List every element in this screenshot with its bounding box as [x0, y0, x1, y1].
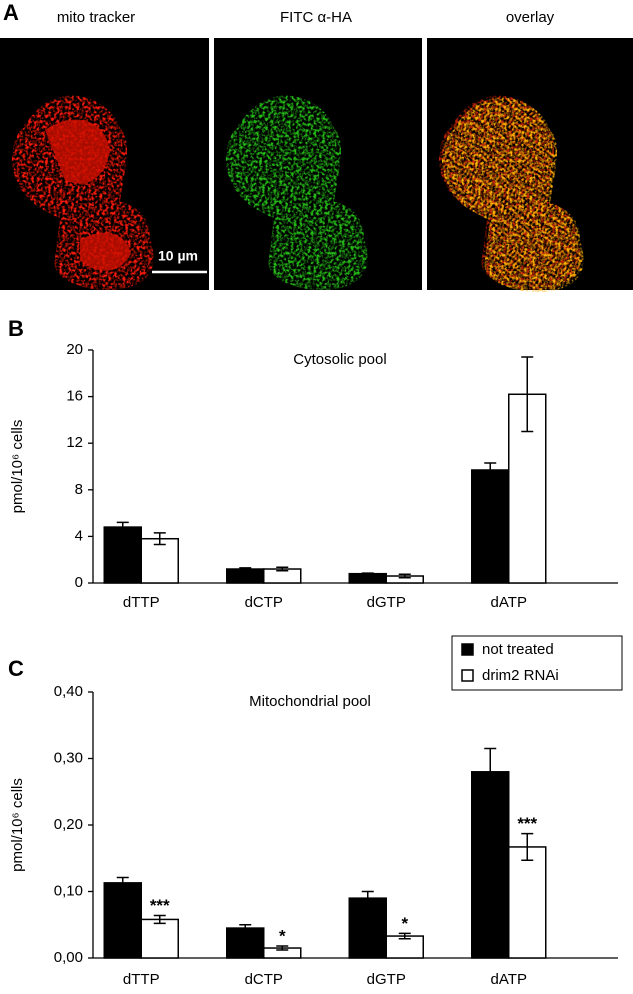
significance: *	[279, 927, 286, 946]
micrograph	[427, 38, 633, 292]
bar	[103, 882, 142, 959]
image-label: overlay	[506, 9, 555, 26]
legend-swatch	[461, 669, 474, 682]
y-tick-label: 12	[66, 434, 83, 451]
micrograph	[214, 38, 422, 290]
legend-swatch	[461, 643, 474, 656]
y-tick-label: 16	[66, 388, 83, 405]
error-bar	[116, 876, 129, 889]
y-tick-label: 0,20	[54, 816, 83, 833]
y-tick-label: 8	[75, 481, 83, 498]
error-bar	[398, 932, 411, 940]
bar	[471, 469, 510, 584]
bar	[226, 568, 265, 584]
error-bar	[484, 462, 497, 478]
x-tick-label: dGTP	[367, 971, 406, 988]
bar	[226, 927, 265, 959]
panel-label: C	[8, 656, 24, 681]
legend-label: drim2 RNAi	[482, 667, 559, 684]
x-tick-label: dCTP	[245, 971, 283, 988]
y-tick-label: 0,30	[54, 749, 83, 766]
bar	[140, 918, 179, 959]
y-tick-label: 0,00	[54, 949, 83, 966]
y-tick-label: 0,40	[54, 683, 83, 700]
error-bar	[276, 566, 289, 572]
bar	[471, 771, 510, 959]
error-bar	[521, 832, 534, 861]
error-bar	[116, 521, 129, 533]
error-bar	[239, 924, 252, 933]
y-tick-label: 20	[66, 341, 83, 358]
bar	[508, 846, 547, 959]
error-bar	[521, 356, 534, 433]
significance: ***	[150, 896, 170, 915]
y-tick-label: 0	[75, 574, 83, 591]
image-label: FITC α-HA	[280, 9, 352, 26]
panel-label: B	[8, 316, 24, 341]
error-bar	[484, 747, 497, 796]
error-bar	[239, 567, 252, 571]
chart-title: Cytosolic pool	[293, 351, 386, 368]
scale-bar-label: 10 µm	[158, 248, 198, 264]
micrograph: 10 µm	[0, 38, 209, 290]
bar	[348, 572, 387, 584]
error-bar	[153, 914, 166, 925]
y-axis-label: pmol/10⁶ cells	[9, 420, 26, 514]
y-axis-label: pmol/10⁶ cells	[9, 778, 26, 872]
significance: *	[401, 914, 408, 933]
error-bar	[398, 573, 411, 579]
bar	[103, 526, 142, 584]
error-bar	[153, 532, 166, 546]
x-tick-label: dCTP	[245, 594, 283, 611]
image-label: mito tracker	[57, 9, 135, 26]
error-bar	[276, 945, 289, 951]
x-tick-label: dTTP	[123, 594, 160, 611]
bar	[348, 897, 387, 959]
y-tick-label: 4	[75, 527, 83, 544]
error-bar	[361, 890, 374, 906]
x-tick-label: dATP	[491, 594, 527, 611]
x-tick-label: dATP	[491, 971, 527, 988]
bar	[140, 537, 179, 584]
bar	[508, 393, 547, 584]
error-bar	[361, 572, 374, 576]
x-tick-label: dGTP	[367, 594, 406, 611]
y-tick-label: 0,10	[54, 882, 83, 899]
legend-label: not treated	[482, 641, 554, 658]
significance: ***	[517, 814, 537, 833]
x-tick-label: dTTP	[123, 971, 160, 988]
chart-title: Mitochondrial pool	[249, 693, 371, 710]
panel-label: A	[3, 0, 19, 25]
legend-box	[451, 635, 623, 691]
